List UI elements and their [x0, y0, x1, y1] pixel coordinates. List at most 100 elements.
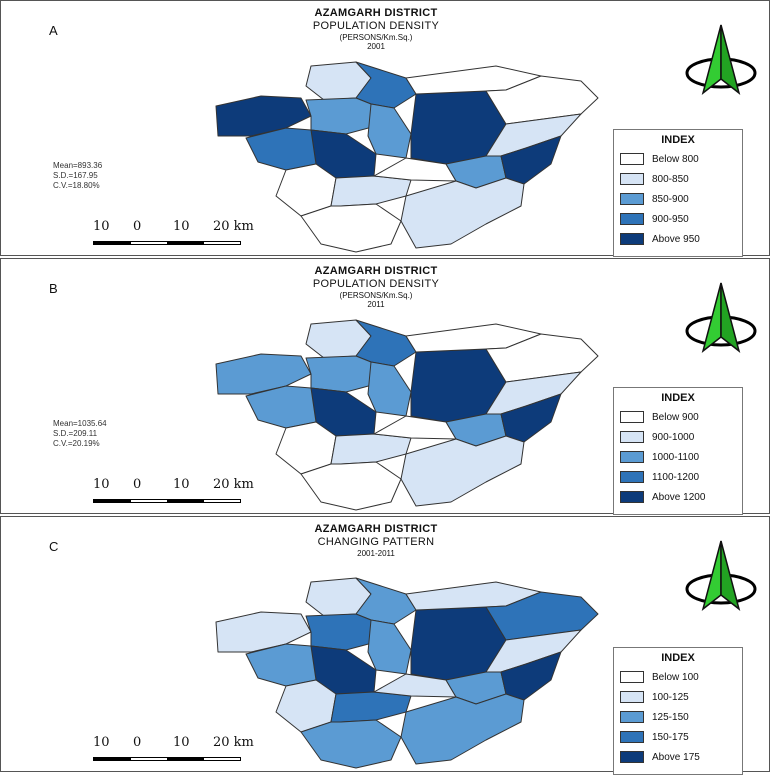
- scale-bar-graphic: [93, 241, 241, 245]
- legend-label: 125-150: [652, 711, 689, 723]
- legend-item: 900-1000: [620, 428, 736, 446]
- scale-bar-graphic: [93, 757, 241, 761]
- legend-item: Below 900: [620, 408, 736, 426]
- legend-swatch: [620, 671, 644, 683]
- north-arrow: [681, 21, 761, 101]
- map-subtitle: POPULATION DENSITY: [312, 20, 440, 32]
- map-region: [215, 353, 312, 395]
- legend-item: 125-150: [620, 708, 736, 726]
- legend: INDEX Below 900 900-1000 1000-1100 1100-1200…: [613, 387, 743, 515]
- legend-swatch: [620, 451, 644, 463]
- map-year: 2001: [367, 42, 385, 51]
- map-panel-c: C AZAMGARH DISTRICT CHANGING PATTERN 2001-2…: [0, 516, 770, 775]
- legend-label: 100-125: [652, 691, 689, 703]
- legend-label: 1000-1100: [652, 451, 700, 463]
- legend-title: INDEX: [661, 652, 695, 664]
- district-choropleth-map: [206, 314, 601, 514]
- scale-label: 10: [173, 219, 190, 234]
- scale-bar-graphic: [93, 499, 241, 503]
- map-title: AZAMGARH DISTRICT: [314, 523, 438, 535]
- scale-label: 10: [173, 735, 190, 750]
- map-region: [305, 355, 377, 393]
- map-title-block: AZAMGARH DISTRICT POPULATION DENSITY (PERS…: [231, 7, 521, 51]
- legend-item: 800-850: [620, 170, 736, 188]
- district-choropleth-map: [206, 56, 601, 256]
- legend-item: 150-175: [620, 728, 736, 746]
- panel-letter: A: [49, 23, 58, 38]
- legend-item: 1000-1100: [620, 448, 736, 466]
- panel-letter: B: [49, 281, 58, 296]
- map-units: 2001-2011: [357, 549, 395, 558]
- legend-swatch: [620, 691, 644, 703]
- legend-label: 150-175: [652, 731, 689, 743]
- legend-item: Below 100: [620, 668, 736, 686]
- legend-swatch: [620, 173, 644, 185]
- legend-item: Above 1200: [620, 488, 736, 506]
- legend-label: 850-900: [652, 193, 689, 205]
- legend-swatch: [620, 411, 644, 423]
- north-arrow-icon: [685, 24, 757, 95]
- stat-sd: S.D.=209.11: [53, 429, 98, 438]
- scale-label: 0: [133, 219, 142, 234]
- map-subtitle: CHANGING PATTERN: [317, 536, 435, 548]
- scale-label: 0: [133, 477, 142, 492]
- legend-title: INDEX: [661, 134, 695, 146]
- stat-mean: Mean=1035.64: [53, 419, 107, 428]
- legend-item: 850-900: [620, 190, 736, 208]
- legend-swatch: [620, 711, 644, 723]
- legend-swatch: [620, 751, 644, 763]
- map-title: AZAMGARH DISTRICT: [314, 265, 438, 277]
- map-region: [300, 461, 402, 511]
- legend-label: 900-1000: [652, 431, 695, 443]
- map-title-block: AZAMGARH DISTRICT POPULATION DENSITY (PERS…: [231, 265, 521, 309]
- scale-label: 20 km: [213, 477, 254, 492]
- map-region: [305, 613, 377, 651]
- scale-label: 10: [173, 477, 190, 492]
- legend-label: Below 100: [652, 671, 699, 683]
- map-region: [400, 693, 525, 765]
- legend-swatch: [620, 471, 644, 483]
- legend-label: Above 1200: [652, 491, 706, 503]
- legend-label: Above 175: [652, 751, 700, 763]
- stat-cv: C.V.=18.80%: [53, 181, 100, 190]
- legend-item: Above 950: [620, 230, 736, 248]
- scale-label: 0: [133, 735, 142, 750]
- stat-cv: C.V.=20.19%: [53, 439, 100, 448]
- map-region: [367, 619, 412, 675]
- map-region: [400, 435, 525, 507]
- legend-item: 900-950: [620, 210, 736, 228]
- map-region: [215, 611, 312, 653]
- legend-label: Above 950: [652, 233, 700, 245]
- stat-mean: Mean=893.36: [53, 161, 103, 170]
- scale-label: 10: [93, 735, 110, 750]
- north-arrow-icon: [685, 282, 757, 353]
- legend-swatch: [620, 731, 644, 743]
- legend-item: 100-125: [620, 688, 736, 706]
- statistics-block: Mean=1035.64 S.D.=209.11 C.V.=20.19%: [53, 419, 107, 449]
- district-choropleth-map: [206, 572, 601, 772]
- map-region: [300, 719, 402, 769]
- map-title: AZAMGARH DISTRICT: [314, 7, 438, 19]
- map-units: (PERSONS/Km.Sq.): [339, 33, 413, 42]
- map-region: [215, 95, 312, 137]
- map-region: [367, 103, 412, 159]
- map-year: 2011: [367, 300, 385, 309]
- legend-item: 1100-1200: [620, 468, 736, 486]
- scale-bar: 10 0 10 20 km: [93, 735, 293, 771]
- north-arrow: [681, 537, 761, 617]
- scale-label: 20 km: [213, 735, 254, 750]
- map-panel-a: A AZAMGARH DISTRICT POPULATION DENSITY (PER…: [0, 0, 770, 257]
- legend-swatch: [620, 193, 644, 205]
- panel-letter: C: [49, 539, 59, 554]
- scale-label: 10: [93, 219, 110, 234]
- legend-swatch: [620, 213, 644, 225]
- map-region: [330, 433, 412, 465]
- legend-swatch: [620, 491, 644, 503]
- legend-label: 800-850: [652, 173, 689, 185]
- map-region: [300, 203, 402, 253]
- map-units: (PERSONS/Km.Sq.): [339, 291, 413, 300]
- scale-bar: 10 0 10 20 km: [93, 219, 293, 255]
- map-region: [305, 97, 377, 135]
- legend-swatch: [620, 153, 644, 165]
- legend-item: Below 800: [620, 150, 736, 168]
